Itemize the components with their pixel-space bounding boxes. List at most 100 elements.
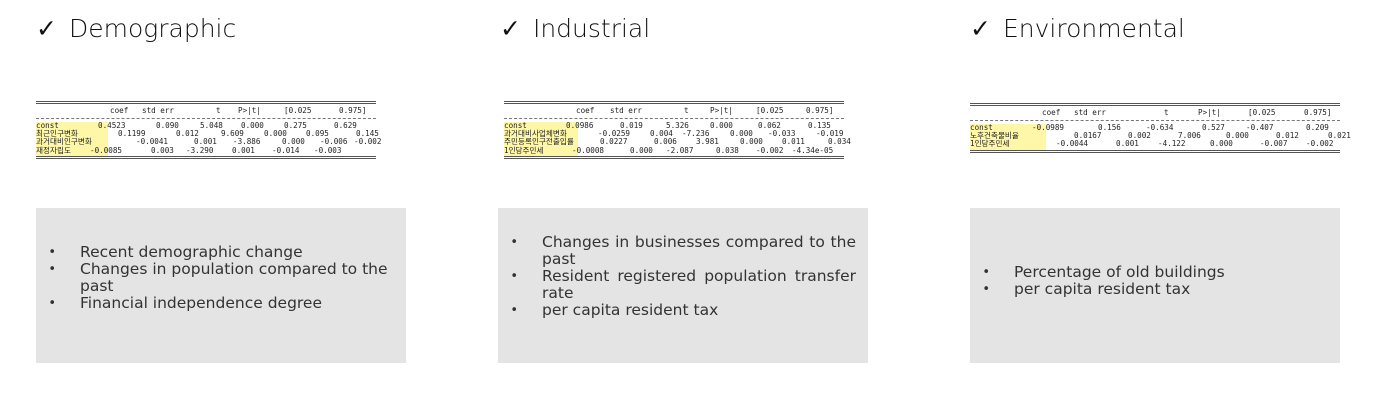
section-title: Industrial <box>532 14 651 43</box>
cell: 0.019 <box>620 121 643 130</box>
regression-table: coef std err t P>|t| [0.025 0.975] const… <box>970 103 1351 153</box>
cell: 0.002 <box>1128 131 1151 141</box>
cell: 3.981 <box>696 137 719 147</box>
cell: 0.135 <box>808 121 831 130</box>
cell: 0.527 <box>1202 123 1225 132</box>
cell: -0.407 <box>1246 123 1274 132</box>
header-t: t <box>1164 108 1169 117</box>
cell: 0.1199 <box>118 129 146 139</box>
section-heading: ✓ Environmental <box>970 14 1185 43</box>
cell: 0.062 <box>758 121 781 130</box>
cell: 0.011 <box>782 137 805 147</box>
table-row: 재정자립도 -0.0085 0.003 -3.290 0.001 -0.014 … <box>36 145 376 155</box>
cell: -0.002 <box>354 137 382 147</box>
cell: -0.634 <box>1146 123 1174 132</box>
cell: 0.001 <box>232 145 255 155</box>
regression-rows: const -0.0989 0.156 -0.634 0.527 -0.407 … <box>970 121 1351 153</box>
cell: 7.006 <box>1178 131 1201 141</box>
cell: 0.4523 <box>98 121 126 130</box>
row-name: const <box>504 121 527 130</box>
list-item: per capita resident tax <box>970 281 1340 299</box>
regression-table: coef std err t P>|t| [0.025 0.975] const… <box>504 101 851 159</box>
header-upper: 0.975] <box>339 106 367 115</box>
highlight <box>970 124 1046 150</box>
cell: -0.002 <box>1306 139 1334 149</box>
column-industrial: ✓ Industrial coef std err t P>|t| [0.025 … <box>498 0 920 408</box>
list-item: Resident registered population transfer … <box>498 268 868 302</box>
table-row: 최근인구변화 0.1199 0.012 9.609 0.000 0.095 0.… <box>36 129 379 139</box>
description-box: Recent demographic change Changes in pop… <box>36 208 406 363</box>
cell: 5.326 <box>666 121 689 130</box>
cell: -2.087 <box>666 145 694 155</box>
row-name: const <box>970 123 993 132</box>
cell: 0.000 <box>1210 139 1233 149</box>
regression-rows: const 0.4523 0.090 5.048 0.000 0.275 0.6… <box>36 119 381 159</box>
cell: -0.003 <box>314 145 342 155</box>
checkmark-icon: ✓ <box>500 14 521 43</box>
cell: -0.0041 <box>136 137 169 147</box>
cell: 0.012 <box>1276 131 1299 141</box>
cell: -0.007 <box>1260 139 1288 149</box>
highlight <box>504 122 578 156</box>
cell: -0.006 <box>320 137 348 147</box>
row-name: 1인당주민세 <box>970 139 1010 149</box>
cell: 0.095 <box>306 129 329 139</box>
section-title: Environmental <box>1002 14 1185 43</box>
cell: 0.000 <box>282 137 305 147</box>
header-std-err: std err <box>610 106 643 115</box>
cell: 0.275 <box>284 121 307 130</box>
header-lower: [0.025 <box>756 106 784 115</box>
row-name: 과거대비사업체변화 <box>504 129 567 139</box>
cell: -3.886 <box>233 137 261 147</box>
section-heading: ✓ Demographic <box>36 14 236 43</box>
cell: 0.0986 <box>566 121 594 130</box>
header-coef: coef <box>1042 108 1061 117</box>
cell: -0.019 <box>816 129 844 139</box>
regression-header: coef std err t P>|t| [0.025 0.975] <box>504 101 844 119</box>
cell: 0.004 <box>650 129 673 139</box>
header-coef: coef <box>110 106 129 115</box>
table-row: 1인당주민세 -0.0044 0.001 -4.122 0.000 -0.007… <box>970 139 1340 149</box>
cell: 0.000 <box>1226 131 1249 141</box>
list-item: Recent demographic change <box>36 244 406 262</box>
header-t: t <box>684 106 689 115</box>
header-upper: 0.975] <box>1304 108 1332 117</box>
header-std-err: std err <box>1074 108 1107 117</box>
cell: 5.048 <box>200 121 223 130</box>
row-name: 노후건축물비율 <box>970 131 1019 141</box>
description-box: Percentage of old buildings per capita r… <box>970 208 1340 363</box>
checkmark-icon: ✓ <box>970 14 991 43</box>
cell: 0.000 <box>710 121 733 130</box>
cell: 0.0167 <box>1074 131 1102 141</box>
header-std-err: std err <box>142 106 175 115</box>
list-item: Percentage of old buildings <box>970 264 1340 282</box>
table-row: const -0.0989 0.156 -0.634 0.527 -0.407 … <box>970 123 1340 132</box>
row-name: const <box>36 121 59 130</box>
cell: -0.0008 <box>572 145 605 155</box>
cell: -7.236 <box>682 129 710 139</box>
table-row: const 0.0986 0.019 5.326 0.000 0.062 0.1… <box>504 121 844 130</box>
cell: -0.0044 <box>1056 139 1089 149</box>
description-box: Changes in businesses compared to the pa… <box>498 208 868 363</box>
table-row: const 0.4523 0.090 5.048 0.000 0.275 0.6… <box>36 121 376 130</box>
table-row: 주민등록인구전출입률 0.0227 0.006 3.981 0.000 0.01… <box>504 137 851 147</box>
table-row: 1인당주민세 -0.0008 0.000 -2.087 0.038 -0.002… <box>504 145 844 155</box>
list-item: per capita resident tax <box>498 302 868 320</box>
cell: 0.145 <box>356 129 379 139</box>
cell: 0.038 <box>716 145 739 155</box>
column-environmental: ✓ Environmental coef std err t P>|t| [0.0… <box>970 0 1390 408</box>
cell: -0.002 <box>756 145 784 155</box>
header-p: P>|t| <box>710 106 733 115</box>
cell: -0.0259 <box>598 129 631 139</box>
cell: 0.000 <box>241 121 264 130</box>
cell: 0.0227 <box>600 137 628 147</box>
header-coef: coef <box>576 106 595 115</box>
cell: 0.006 <box>654 137 677 147</box>
row-name: 재정자립도 <box>36 145 71 155</box>
column-demographic: ✓ Demographic coef std err t P>|t| [0.025… <box>36 0 456 408</box>
cell: -0.033 <box>768 129 796 139</box>
list-item: Changes in businesses compared to the pa… <box>498 234 868 268</box>
cell: -0.0085 <box>90 145 123 155</box>
section-heading: ✓ Industrial <box>500 14 650 43</box>
cell: -0.0989 <box>1032 123 1065 132</box>
